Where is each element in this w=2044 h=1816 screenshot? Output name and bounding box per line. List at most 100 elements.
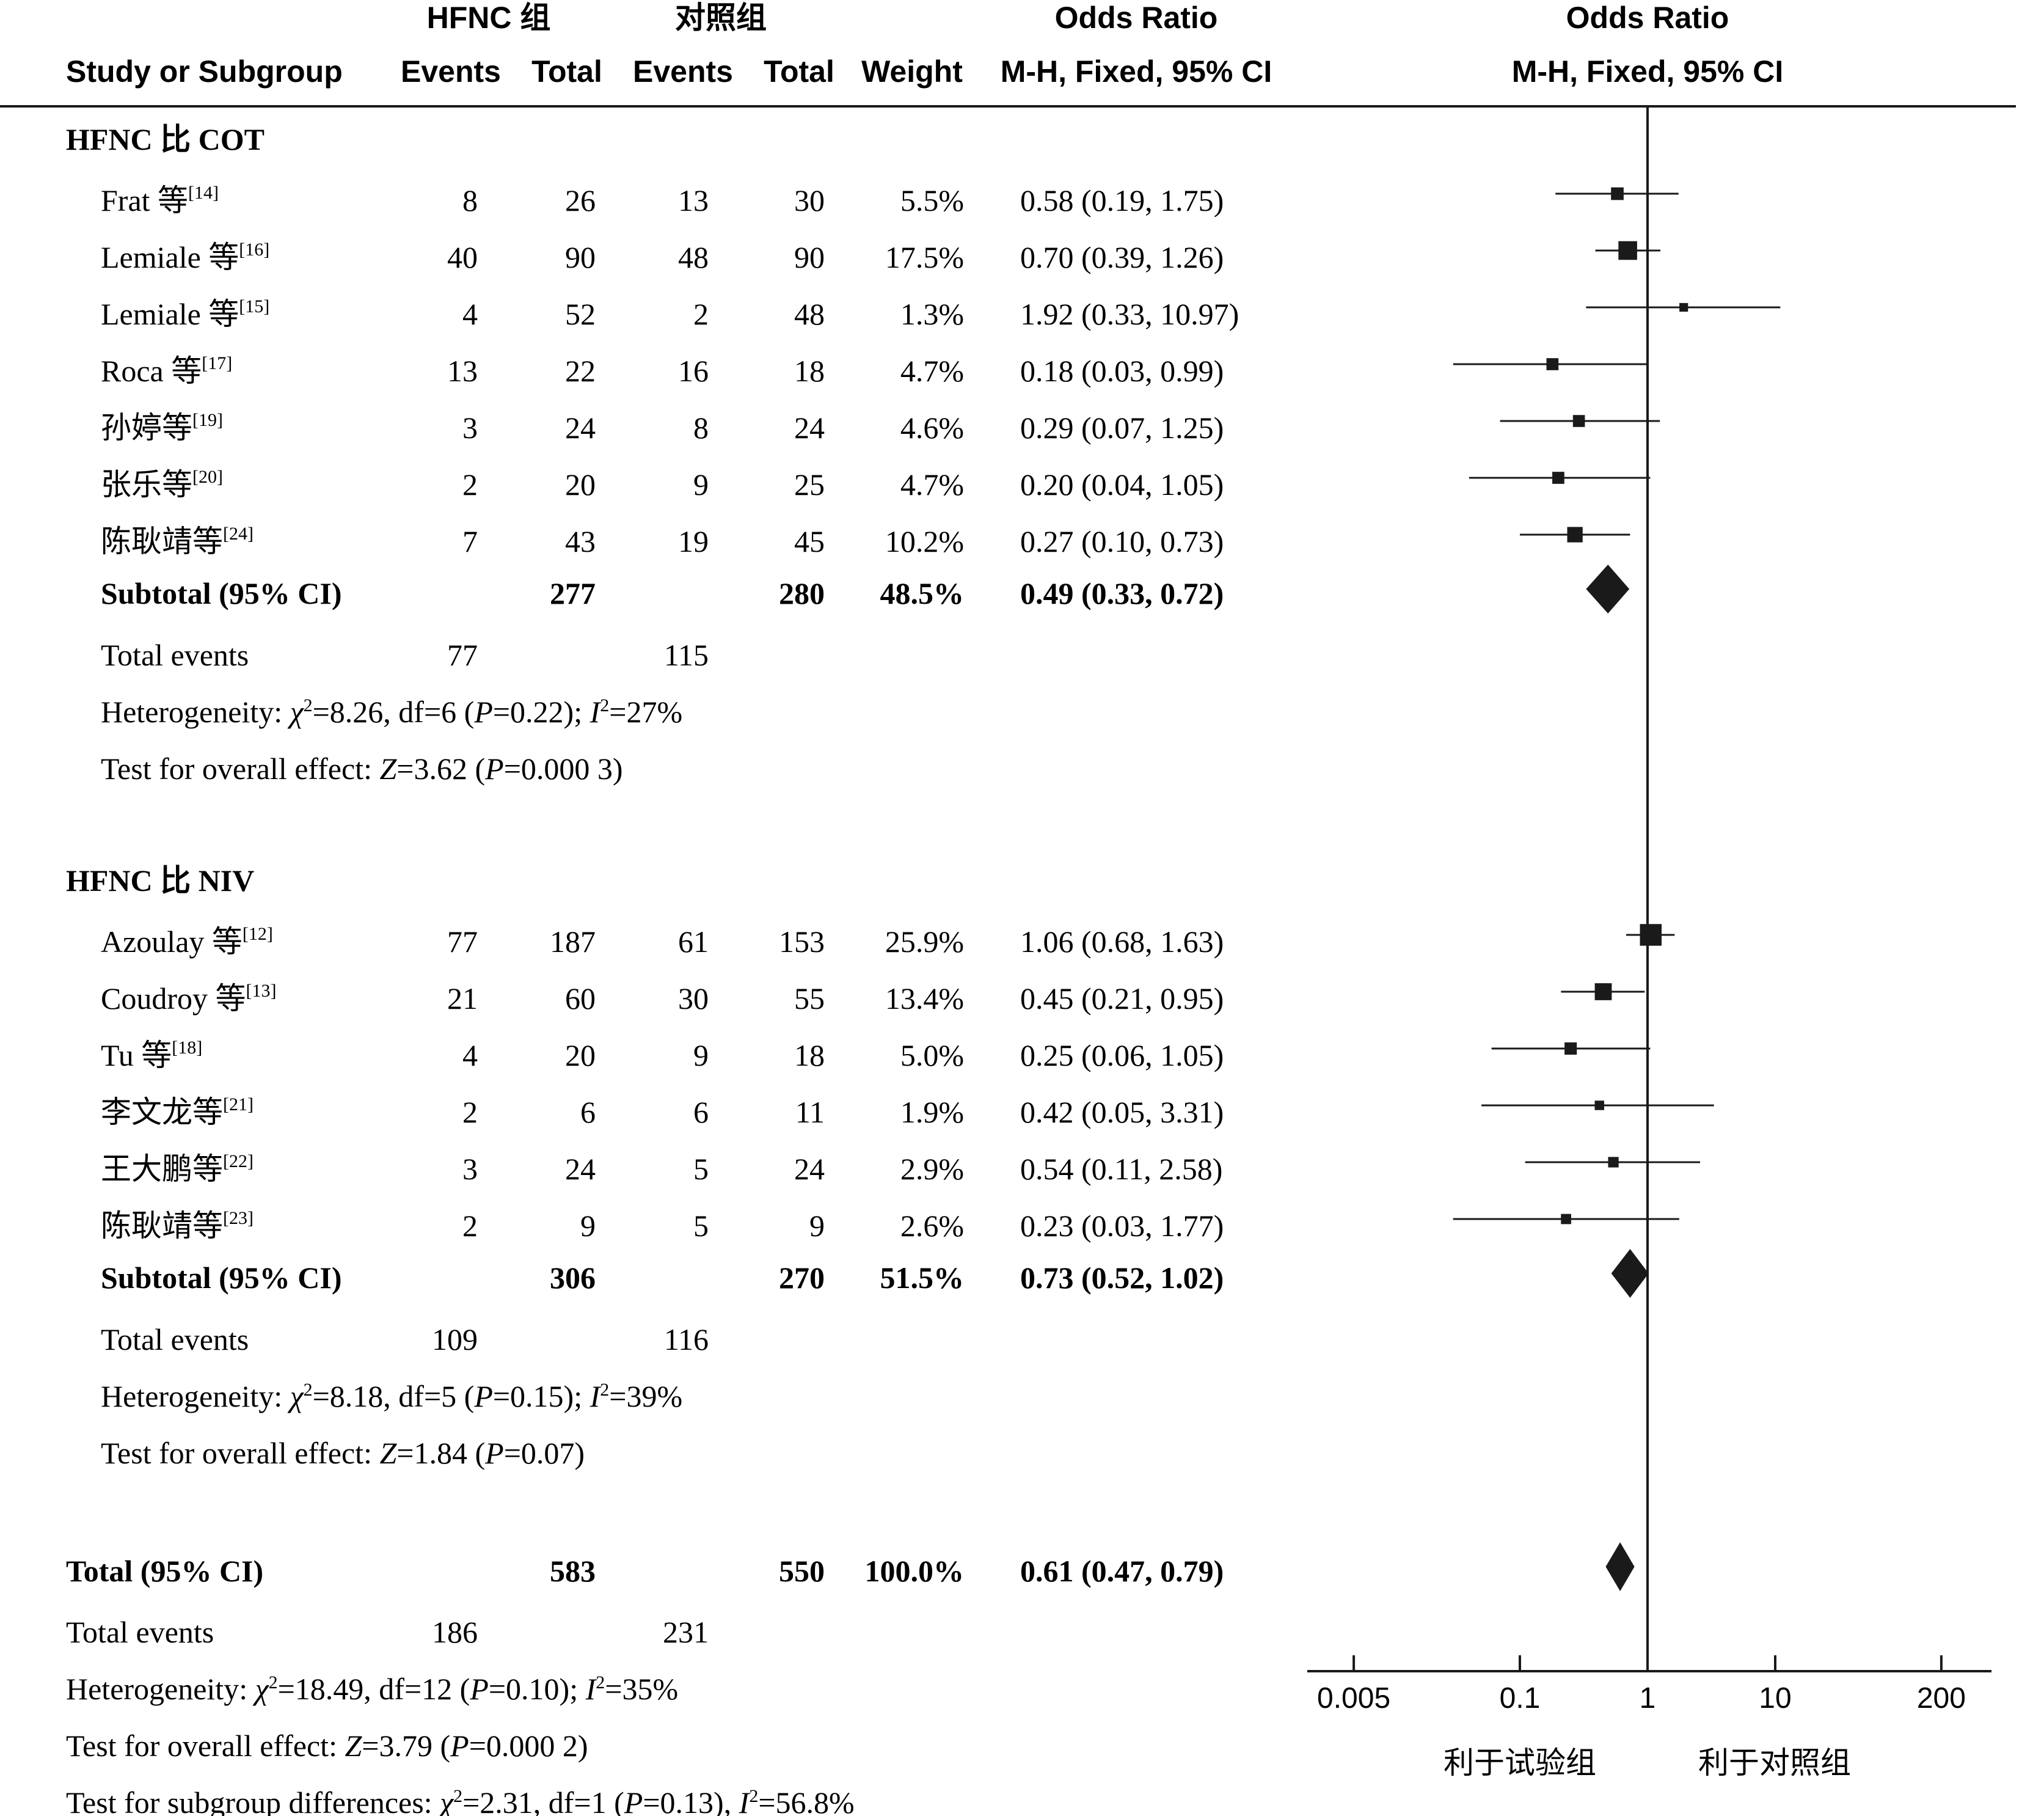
events1-cell: 2 bbox=[462, 467, 478, 502]
study-name: Tu 等[18] bbox=[101, 1038, 202, 1072]
total-total1: 583 bbox=[550, 1554, 596, 1588]
total-weight: 100.0% bbox=[865, 1554, 965, 1588]
grand-heterogeneity-stat-p: P bbox=[469, 1672, 489, 1706]
events2-cell: 30 bbox=[678, 981, 709, 1016]
weight-cell: 4.7% bbox=[900, 354, 964, 388]
events1-cell: 7 bbox=[462, 524, 478, 558]
total1-header: Total bbox=[531, 54, 602, 89]
favours-treatment-label: 利于试验组 bbox=[1444, 1745, 1596, 1781]
point-estimate-square bbox=[1608, 1157, 1619, 1168]
study-label: 王大鹏等 bbox=[101, 1152, 223, 1186]
total-events-group2: 115 bbox=[664, 638, 709, 672]
or-ci-cell: 0.20 (0.04, 1.05) bbox=[1020, 467, 1224, 502]
total1-cell: 26 bbox=[565, 183, 596, 218]
total-label: Total (95% CI) bbox=[66, 1554, 263, 1588]
overall-effect-stat-label: Test for overall effect: bbox=[101, 752, 379, 786]
heterogeneity-stat-i: I bbox=[589, 1379, 602, 1413]
study-row: Lemiale 等[16] 40 90 48 90 17.5% 0.70 (0.39, 1.… bbox=[101, 240, 1224, 274]
subtotal-row: Subtotal (95% CI) 306 270 51.5% 0.73 (0.52, … bbox=[101, 1261, 1224, 1295]
study-label: 李文龙等 bbox=[101, 1095, 223, 1129]
study-label: Lemiale 等 bbox=[101, 240, 239, 274]
subgroup-differences-stat-i-sup: 2 bbox=[749, 1786, 758, 1806]
grand-heterogeneity-stat-i-sup: 2 bbox=[596, 1672, 605, 1693]
total1-cell: 9 bbox=[580, 1209, 596, 1243]
study-row: 陈耿靖等[23] 2 9 5 9 2.6% 0.23 (0.03, 1.77) bbox=[101, 1208, 1224, 1243]
overall-effect-stat-label: Test for overall effect: bbox=[101, 1436, 379, 1470]
subgroup-differences-stat-i-value: =56.8% bbox=[758, 1785, 854, 1816]
pooled-diamond bbox=[1605, 1542, 1635, 1591]
total2-cell: 24 bbox=[794, 1152, 825, 1186]
heterogeneity-stat-chi-sup: 2 bbox=[304, 1380, 313, 1400]
study-row: 王大鹏等[22] 3 24 5 24 2.9% 0.54 (0.11, 2.58) bbox=[101, 1151, 1222, 1186]
subtotal-total2: 280 bbox=[779, 576, 825, 610]
total2-cell: 18 bbox=[794, 1038, 825, 1072]
subgroup-differences-stat-label: Test for subgroup differences: bbox=[66, 1785, 440, 1816]
events2-cell: 2 bbox=[693, 297, 709, 331]
point-estimate-square bbox=[1618, 241, 1637, 260]
study-row: 张乐等[20] 2 20 9 25 4.7% 0.20 (0.04, 1.05) bbox=[101, 467, 1224, 502]
weight-cell: 13.4% bbox=[885, 981, 964, 1016]
study-row: Frat 等[14] 8 26 13 30 5.5% 0.58 (0.19, 1.75) bbox=[101, 183, 1224, 218]
events2-cell: 8 bbox=[693, 411, 709, 445]
weight-cell: 17.5% bbox=[885, 240, 964, 274]
study-label: 陈耿靖等 bbox=[101, 524, 223, 558]
heterogeneity-stat-label: Heterogeneity: bbox=[101, 695, 290, 729]
events1-cell: 4 bbox=[462, 297, 478, 331]
total2-cell: 25 bbox=[794, 467, 825, 502]
subgroup-differences-stat-p-value: =0.13), bbox=[643, 1785, 739, 1816]
study-ref: [13] bbox=[246, 981, 277, 1001]
grand-overall-effect-stat-p: P bbox=[450, 1729, 469, 1763]
total1-cell: 6 bbox=[580, 1095, 596, 1129]
subgroup-title: HFNC 比 NIV bbox=[66, 863, 254, 898]
point-estimate-square bbox=[1564, 1042, 1577, 1055]
study-label: Coudroy 等 bbox=[101, 981, 246, 1016]
study-name: Azoulay 等[12] bbox=[101, 924, 273, 959]
or-ci-cell: 0.23 (0.03, 1.77) bbox=[1020, 1209, 1224, 1243]
study-ci-mark bbox=[1525, 1157, 1701, 1168]
study-ci-mark bbox=[1586, 302, 1781, 312]
study-ci-mark bbox=[1491, 1042, 1651, 1055]
overall-effect-stat-p-value: =0.000 3) bbox=[504, 752, 623, 786]
heterogeneity-stat: Heterogeneity: χ2=8.18, df=5 (P=0.15); I… bbox=[101, 1379, 682, 1413]
point-estimate-square bbox=[1594, 983, 1612, 1000]
heterogeneity-stat-label: Heterogeneity: bbox=[101, 1379, 290, 1413]
or-ci-cell: 0.27 (0.10, 0.73) bbox=[1020, 524, 1224, 558]
heterogeneity-stat-p: P bbox=[473, 1379, 493, 1413]
or-ci-cell: 0.29 (0.07, 1.25) bbox=[1020, 411, 1224, 445]
events2-cell: 9 bbox=[693, 467, 709, 502]
total1-cell: 52 bbox=[565, 297, 596, 331]
weight-cell: 2.9% bbox=[900, 1152, 964, 1186]
total2-cell: 55 bbox=[794, 981, 825, 1016]
study-name: Roca 等[17] bbox=[101, 353, 232, 388]
grand-heterogeneity-stat-i: I bbox=[585, 1672, 597, 1706]
study-ci-mark bbox=[1469, 472, 1651, 484]
study-label: 孙婷等 bbox=[101, 411, 192, 445]
grand-overall-effect-stat: Test for overall effect: Z=3.79 (P=0.000… bbox=[66, 1729, 588, 1763]
total1-cell: 60 bbox=[565, 981, 596, 1016]
study-row: 孙婷等[19] 3 24 8 24 4.6% 0.29 (0.07, 1.25) bbox=[101, 410, 1224, 445]
grand-total-events-group2: 231 bbox=[663, 1615, 709, 1649]
pooled-diamond bbox=[1611, 1249, 1649, 1298]
or-column-title: Odds Ratio bbox=[1055, 1, 1218, 35]
overall-effect-stat: Test for overall effect: Z=1.84 (P=0.07) bbox=[101, 1436, 585, 1470]
study-name: Lemiale 等[15] bbox=[101, 296, 269, 331]
events1-cell: 21 bbox=[447, 981, 478, 1016]
study-ref: [12] bbox=[243, 924, 273, 944]
study-row: Coudroy 等[13] 21 60 30 55 13.4% 0.45 (0.21, 0.… bbox=[101, 981, 1224, 1016]
point-estimate-square bbox=[1561, 1214, 1571, 1225]
study-ref: [15] bbox=[239, 296, 269, 317]
events1-cell: 2 bbox=[462, 1095, 478, 1129]
events1-cell: 3 bbox=[462, 1152, 478, 1186]
overall-effect-stat-p-value: =0.07) bbox=[504, 1436, 585, 1470]
subgroup-differences-stat-chi-value: =2.31, df=1 ( bbox=[462, 1785, 624, 1816]
study-name: 陈耿靖等[24] bbox=[101, 524, 254, 558]
grand-overall-effect-stat-z-value: =3.79 ( bbox=[362, 1729, 450, 1763]
heterogeneity-stat-chi-value: =8.18, df=5 ( bbox=[313, 1379, 475, 1413]
total2-cell: 90 bbox=[794, 240, 825, 274]
events2-cell: 5 bbox=[693, 1152, 709, 1186]
subtotal-label: Subtotal (95% CI) bbox=[101, 1261, 341, 1295]
point-estimate-square bbox=[1611, 187, 1624, 200]
x-tick-label: 10 bbox=[1759, 1682, 1791, 1715]
total2-cell: 30 bbox=[794, 183, 825, 218]
